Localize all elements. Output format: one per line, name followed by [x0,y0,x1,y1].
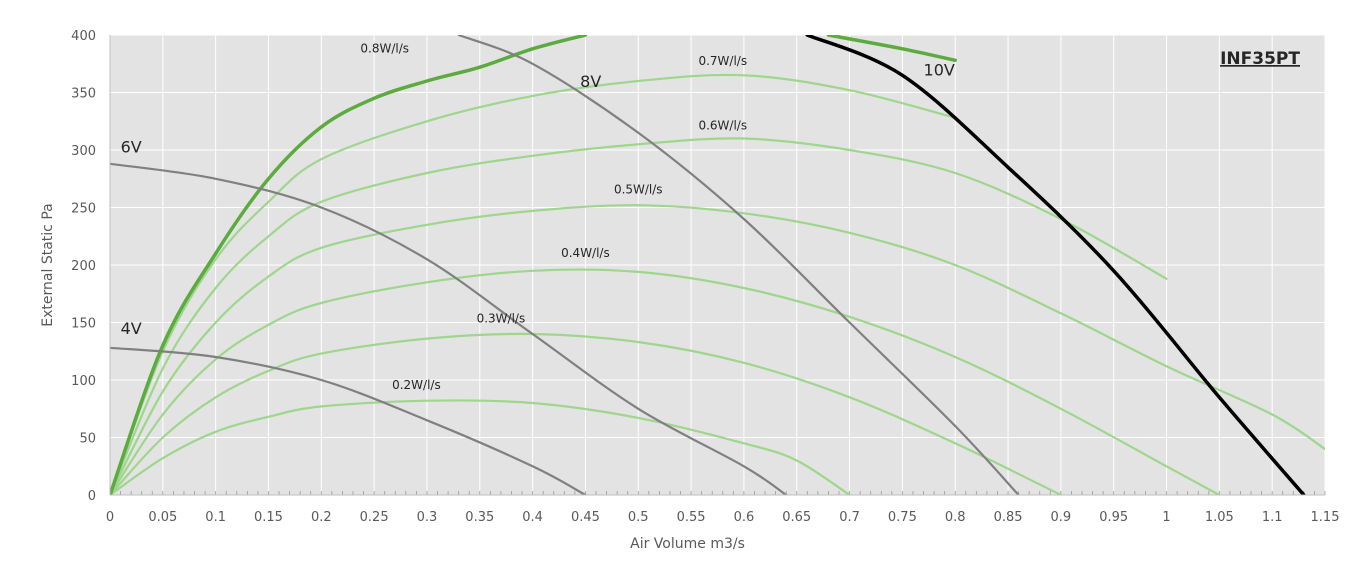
y-tick-label: 250 [71,202,96,217]
x-tick-label: 0.1 [205,510,226,525]
voltage-curve [110,346,587,495]
x-tick-label: 1.15 [1311,510,1340,525]
x-axis-title: Air Volume m3/s [630,536,745,552]
x-tick-label: 0.95 [1099,510,1128,525]
sfp-curve-label: 0.3W/l/s [477,312,526,326]
x-tick-label: 0.9 [1051,510,1072,525]
x-tick-label: 0.45 [571,510,600,525]
axes: 0 0.05 0.1 0.15 0.2 0.25 0.3 0.35 0.4 0.45 0.5 0.55… [71,29,1339,525]
x-tick-label: 0.7 [839,510,860,525]
y-tick-label: 300 [71,144,96,159]
voltage-curve [110,162,788,495]
x-tick-label: 0.6 [734,510,755,525]
x-tick-label: 0.35 [465,510,494,525]
sfp-curve-label: 0.7W/l/s [698,54,747,68]
sfp-curve [110,35,588,495]
y-axis-title: External Static Pa [40,203,56,326]
sfp-curve [110,137,1168,495]
sfp-curve [110,332,1062,495]
y-tick-label: 200 [71,259,96,274]
sfp-curve [110,204,1325,495]
sfp-curve [826,35,957,63]
voltage-curve-label: 8V [580,72,601,91]
y-tick-label: 100 [71,374,96,389]
x-tick-label: 1.05 [1205,510,1234,525]
sfp-curve-label: 0.8W/l/s [360,41,409,55]
y-tick-label: 350 [71,87,96,102]
y-tick-label: 400 [71,29,96,44]
series-labels: 0.2W/l/s 0.3W/l/s 0.4W/l/s 0.5W/l/s 0.6W/l/s… [121,41,955,392]
sfp-curve-label: 0.5W/l/s [614,183,663,197]
sfp-curve-label: 0.6W/l/s [698,118,747,132]
x-tick-label: 0.8 [945,510,966,525]
x-tick-label: 0.05 [148,510,177,525]
x-tick-label: 0.85 [994,510,1023,525]
sfp-curve-label: 0.2W/l/s [392,378,441,392]
sfp-curve [110,399,851,495]
x-tick-label: 0.55 [677,510,706,525]
x-tick-label: 1.1 [1262,510,1283,525]
sfp-curve [110,73,957,495]
voltage-curve-label: 6V [121,137,142,156]
y-tick-label: 0 [88,489,96,504]
x-tick-label: 0 [106,510,114,525]
x-tick-label: 0.75 [888,510,917,525]
voltage-curve [457,35,1020,495]
minor-ticks [109,491,1326,495]
x-tick-label: 1 [1162,510,1170,525]
x-tick-label: 0.3 [417,510,438,525]
voltage-curve-label: 4V [121,319,142,338]
voltage-curve [805,35,1306,495]
sfp-curve-label: 0.4W/l/s [561,246,610,260]
voltage-curve-label: 10V [924,60,955,79]
x-tick-label: 0.25 [360,510,389,525]
sfp-curve [110,268,1221,495]
x-tick-label: 0.4 [522,510,543,525]
series-group [110,35,1325,495]
x-tick-label: 0.2 [311,510,332,525]
chart-title: INF35PT [1220,49,1300,69]
y-tick-label: 50 [79,432,96,447]
x-tick-label: 0.5 [628,510,649,525]
y-tick-label: 150 [71,317,96,332]
x-tick-label: 0.15 [254,510,283,525]
x-tick-label: 0.65 [782,510,811,525]
